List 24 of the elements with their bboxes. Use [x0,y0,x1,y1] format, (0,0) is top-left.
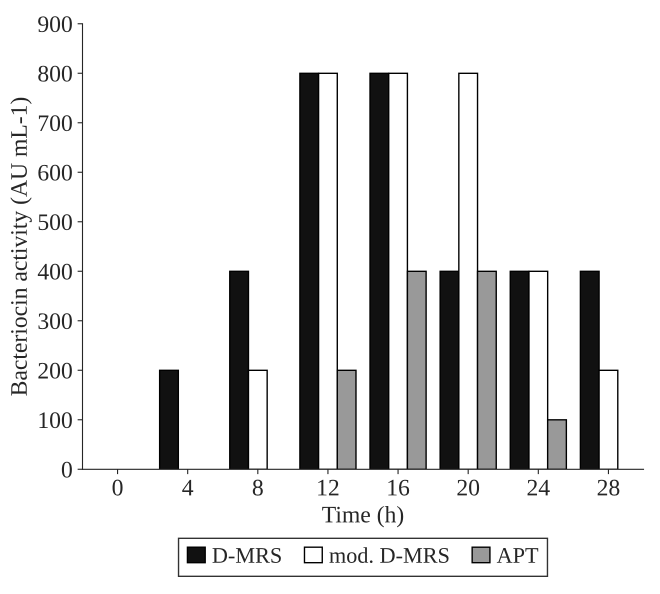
x-tick-label: 20 [457,480,480,496]
y-tick-label: 500 [38,214,72,230]
x-tick-label: 16 [388,480,410,496]
x-tick-label: 0 [112,480,123,496]
y-tick-label: 100 [39,412,72,428]
y-tick-label: 200 [38,362,72,379]
y-tick-label: 700 [38,115,72,132]
y-axis-title: Bacteriocin activity (AU mL-1) [10,98,32,396]
y-tick-label: 300 [38,313,72,330]
x-tick-label: 4 [182,480,194,496]
legend-label: D-MRS [212,548,281,563]
x-tick-label: 8 [252,480,263,496]
x-tick-label: 24 [528,480,550,496]
legend-label: APT [496,548,538,563]
y-tick-label: 800 [38,66,72,82]
y-tick-label: 600 [38,164,72,181]
y-tick-label: 400 [38,264,72,280]
x-tick-label: 28 [598,480,620,496]
y-tick-label: 0 [62,462,72,478]
y-tick-label: 900 [38,16,72,32]
legend-label: mod. D-MRS [329,547,449,564]
x-axis-title: Time (h) [322,506,404,528]
bar [158,370,180,470]
x-tick-label: 12 [318,480,338,496]
